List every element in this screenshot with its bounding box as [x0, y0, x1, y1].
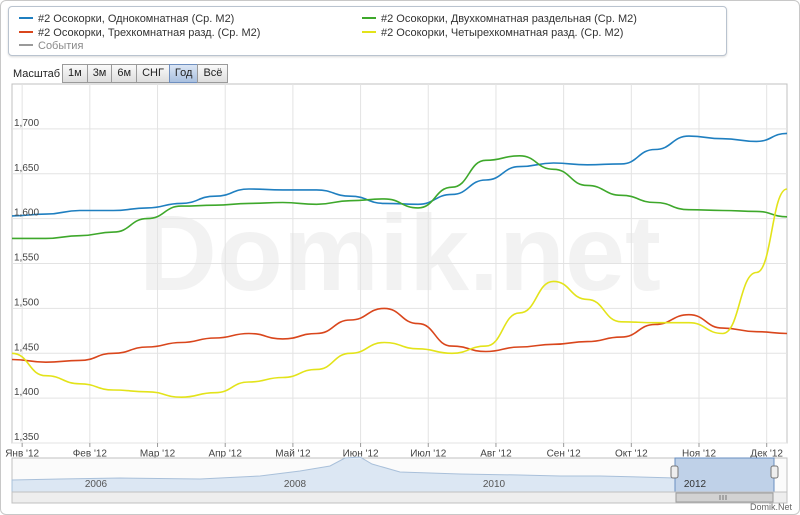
y-tick-label: 1,550: [14, 253, 39, 264]
x-tick-label: Июл '12: [410, 448, 447, 459]
x-tick-label: Мар '12: [140, 448, 176, 459]
zoom-6m-button[interactable]: 6м: [111, 64, 138, 83]
x-tick-label: Сен '12: [547, 448, 582, 459]
zoom-1m-button[interactable]: 1м: [62, 64, 88, 83]
x-tick-label: Май '12: [275, 448, 311, 459]
navigator-right-handle[interactable]: [770, 465, 779, 479]
zoom-all-button[interactable]: Всё: [197, 64, 229, 83]
legend-item-events[interactable]: События: [19, 40, 83, 53]
x-tick-label: Апр '12: [208, 448, 242, 459]
x-tick-label: Окт '12: [615, 448, 648, 459]
legend: #2 Осокорки, Однокомнатная (Ср. М2) #2 О…: [8, 6, 727, 56]
y-tick-label: 1,450: [14, 342, 39, 353]
y-tick-label: 1,700: [14, 118, 39, 129]
x-tick-label: Дек '12: [750, 448, 783, 459]
y-tick-label: 1,650: [14, 163, 39, 174]
legend-item-2room[interactable]: #2 Осокорки, Двухкомнатная раздельная (С…: [362, 13, 637, 26]
zoom-buttons: 1м 3м 6м СНГ Год Всё: [62, 64, 229, 83]
legend-swatch: [362, 31, 376, 34]
x-tick-label: Янв '12: [5, 448, 39, 459]
legend-label: События: [38, 40, 84, 52]
navigator[interactable]: 2006 2008 2010 2012: [11, 456, 788, 504]
navigator-year: 2010: [483, 479, 506, 490]
footer-credit: Domik.Net: [749, 502, 792, 512]
zoom-3m-button[interactable]: 3м: [86, 64, 113, 83]
navigator-scrollbar[interactable]: [11, 491, 788, 504]
x-tick-label: Ноя '12: [682, 448, 716, 459]
x-tick-label: Фев '12: [73, 448, 108, 459]
navigator-year: 2008: [284, 479, 307, 490]
legend-item-1room[interactable]: #2 Осокорки, Однокомнатная (Ср. М2): [19, 13, 234, 26]
navigator-year: 2012: [684, 479, 707, 490]
legend-swatch: [19, 44, 33, 47]
legend-swatch: [19, 17, 33, 20]
zoom-label: Масштаб: [13, 68, 61, 80]
series-line-3[interactable]: [11, 307, 788, 364]
legend-swatch: [19, 31, 33, 34]
x-tick-label: Июн '12: [343, 448, 379, 459]
y-tick-label: 1,350: [14, 432, 39, 443]
watermark: Domik.net: [139, 192, 661, 313]
y-tick-label: 1,500: [14, 297, 39, 308]
series-line-2[interactable]: [12, 154, 788, 240]
legend-swatch: [362, 17, 376, 20]
scrollbar-thumb[interactable]: [675, 492, 774, 503]
legend-label: #2 Осокорки, Четырехкомнатная разд. (Ср.…: [381, 27, 624, 39]
legend-item-3room[interactable]: #2 Осокорки, Трехкомнатная разд. (Ср. М2…: [19, 27, 260, 40]
x-tick-label: Авг '12: [480, 448, 512, 459]
navigator-left-handle[interactable]: [670, 465, 679, 479]
legend-item-4room[interactable]: #2 Осокорки, Четырехкомнатная разд. (Ср.…: [362, 27, 623, 40]
series-line-4[interactable]: [11, 188, 788, 399]
y-tick-label: 1,400: [14, 387, 39, 398]
legend-label: #2 Осокорки, Однокомнатная (Ср. М2): [38, 13, 235, 25]
legend-label: #2 Осокорки, Двухкомнатная раздельная (С…: [381, 13, 637, 25]
legend-label: #2 Осокорки, Трехкомнатная разд. (Ср. М2…: [38, 27, 261, 39]
navigator-year: 2006: [85, 479, 108, 490]
scrollbar-grip-icon: [719, 495, 727, 500]
y-tick-label: 1,600: [14, 208, 39, 219]
navigator-area: [11, 456, 676, 493]
